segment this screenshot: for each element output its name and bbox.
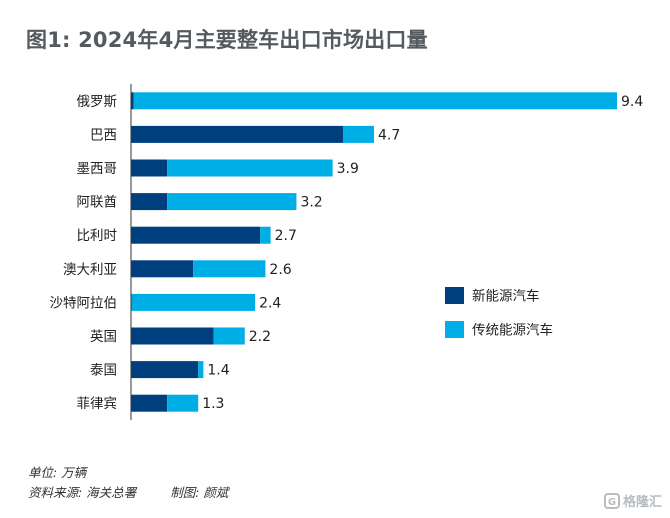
bar-segment-nev (131, 92, 134, 110)
bar-segment-traditional (167, 193, 297, 211)
value-label: 2.2 (249, 329, 271, 345)
bar-segment-nev (131, 193, 168, 211)
legend-swatch-traditional (445, 321, 464, 338)
bar-segment-traditional (167, 394, 199, 412)
value-label: 3.2 (300, 195, 322, 211)
watermark-text: 格隆汇 (622, 495, 662, 510)
bar-segment-nev (131, 394, 168, 412)
source-note: 资料来源: 海关总署 制图: 颜斌 (28, 482, 228, 501)
category-label: 英国 (90, 328, 117, 345)
bar-segment-nev (131, 226, 261, 244)
category-label: 阿联酋 (77, 194, 118, 211)
value-label: 4.7 (378, 127, 400, 143)
value-label: 1.3 (202, 396, 224, 412)
category-label: 泰国 (90, 363, 117, 379)
bar-segment-traditional (198, 361, 204, 379)
chart-title: 图1: 2024年4月主要整车出口市场出口量 (26, 28, 428, 52)
category-label: 巴西 (90, 127, 117, 143)
legend-label: 传统能源汽车 (472, 322, 553, 339)
source-text: 资料来源: 海关总署 (28, 485, 137, 500)
bar-segment-nev (131, 327, 214, 345)
value-label: 2.7 (275, 228, 297, 244)
made-by-text: 制图: 颜斌 (170, 485, 229, 500)
labels-group: 俄罗斯 9.4 巴西 4.7 墨西哥 3.9 阿联酋 3.2 比利时 2.7 澳大利亚 2.6 沙特阿拉… (50, 94, 644, 412)
value-label: 2.6 (269, 262, 291, 278)
watermark: G 格隆汇 (603, 491, 662, 510)
bar-segment-traditional (342, 125, 374, 143)
bar-segment-traditional (131, 293, 256, 311)
bar-segment-nev (131, 260, 194, 278)
value-label: 1.4 (207, 363, 229, 379)
category-label: 比利时 (77, 228, 118, 244)
bar-segment-traditional (167, 159, 333, 177)
category-label: 澳大利亚 (63, 262, 117, 278)
bar-segment-nev (131, 159, 168, 177)
bar-segment-traditional (133, 92, 617, 110)
bar-segment-nev (131, 125, 343, 143)
category-label: 菲律宾 (77, 396, 118, 412)
bar-segment-traditional (213, 327, 245, 345)
bar-segment-traditional (193, 260, 266, 278)
value-label: 3.9 (337, 161, 359, 177)
watermark-icon: G (603, 492, 620, 509)
category-label: 沙特阿拉伯 (50, 295, 118, 311)
legend-swatch-nev (445, 287, 464, 304)
value-label: 2.4 (259, 295, 281, 311)
unit-note: 单位: 万辆 (28, 465, 87, 480)
legend-label: 新能源汽车 (472, 288, 540, 305)
category-label: 俄罗斯 (77, 94, 118, 110)
value-label: 9.4 (621, 94, 643, 110)
bars-group (131, 92, 617, 412)
bar-segment-nev (131, 361, 199, 379)
category-label: 墨西哥 (77, 161, 118, 177)
bar-segment-traditional (260, 226, 271, 244)
